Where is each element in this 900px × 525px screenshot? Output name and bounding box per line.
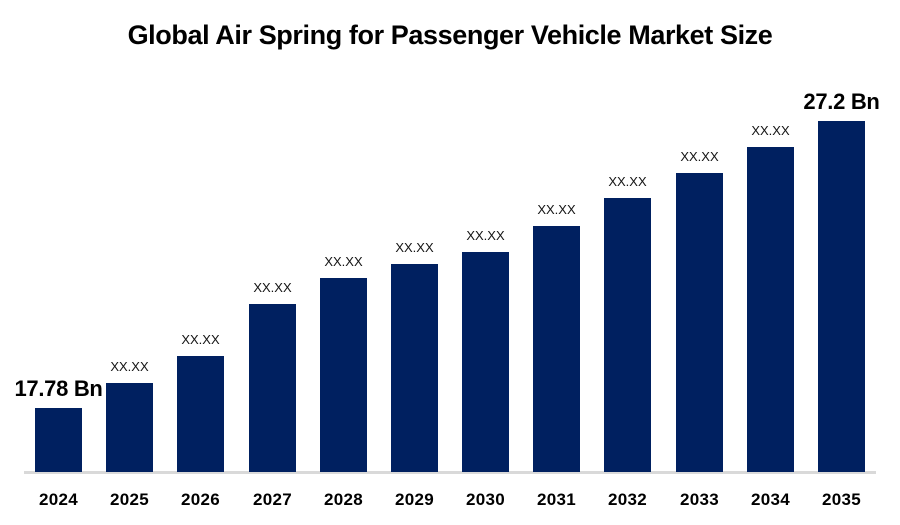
bar-value-label-2025: XX.XX <box>110 359 149 374</box>
bar-2033 <box>676 173 723 472</box>
bar-2030 <box>462 252 509 472</box>
x-tick-label-2035: 2035 <box>821 490 862 509</box>
bar-2032 <box>604 198 651 472</box>
bar-value-label-2035: 27.2 Bn <box>803 89 880 114</box>
x-tick-label-2034: 2034 <box>750 490 791 509</box>
x-tick-label-2026: 2026 <box>180 490 221 509</box>
bar-2031 <box>533 226 580 472</box>
x-tick-label-2032: 2032 <box>607 490 648 509</box>
bar-2026 <box>177 356 224 472</box>
bar-value-label-2024: 17.78 Bn <box>14 376 103 401</box>
bar-value-label-2034: XX.XX <box>751 123 790 138</box>
x-tick-label-2024: 2024 <box>38 490 79 509</box>
chart-title: Global Air Spring for Passenger Vehicle … <box>127 20 773 50</box>
bar-value-label-2026: XX.XX <box>181 332 220 347</box>
bar-value-label-2028: XX.XX <box>324 254 363 269</box>
bar-value-label-2032: XX.XX <box>608 174 647 189</box>
x-tick-label-2030: 2030 <box>465 490 506 509</box>
bar-2029 <box>391 264 438 472</box>
bar-2025 <box>106 383 153 472</box>
bar-2035 <box>818 121 865 472</box>
x-tick-label-2029: 2029 <box>394 490 435 509</box>
bar-2027 <box>249 304 296 472</box>
bar-2024 <box>35 408 82 472</box>
x-tick-label-2027: 2027 <box>252 490 293 509</box>
bar-value-label-2029: XX.XX <box>395 240 434 255</box>
x-tick-label-2025: 2025 <box>109 490 150 509</box>
x-axis-line <box>24 471 876 474</box>
bar-value-label-2033: XX.XX <box>680 149 719 164</box>
x-tick-label-2031: 2031 <box>536 490 577 509</box>
bar-value-label-2027: XX.XX <box>253 280 292 295</box>
x-tick-label-2028: 2028 <box>323 490 364 509</box>
bar-value-label-2030: XX.XX <box>466 228 505 243</box>
bar-value-label-2031: XX.XX <box>537 202 576 217</box>
x-tick-label-2033: 2033 <box>679 490 720 509</box>
bar-2034 <box>747 147 794 472</box>
bar-2028 <box>320 278 367 472</box>
